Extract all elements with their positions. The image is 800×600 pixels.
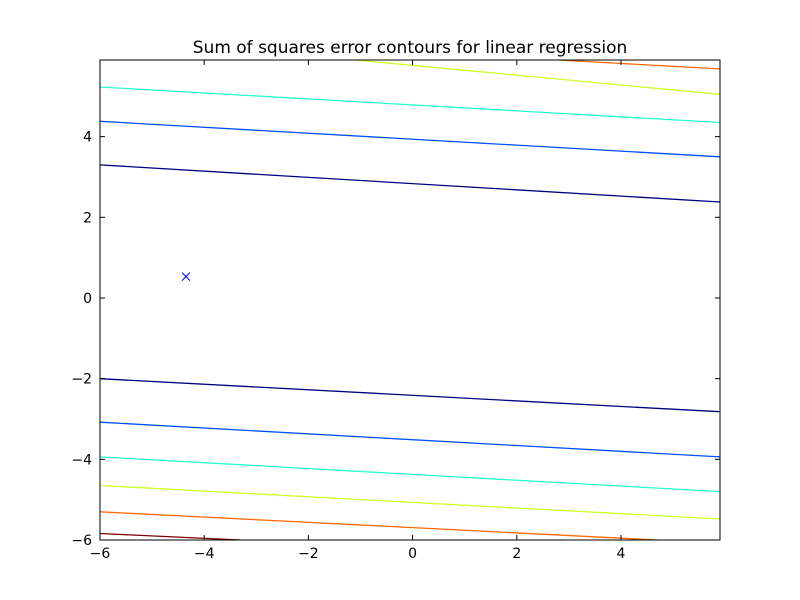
- y-tick-label: −2: [71, 372, 92, 388]
- minimum-marker: [181, 272, 191, 281]
- contour-line-1: [100, 164, 720, 203]
- y-tick-label: −6: [71, 533, 92, 549]
- x-tick-label: −6: [90, 546, 111, 562]
- contour-line-8: [100, 484, 720, 520]
- contour-line-11: [100, 532, 241, 540]
- axis-ticks: −6 −4 −2 0 2 4 −6 −4 −2 0 2 4: [71, 60, 720, 562]
- contour-line-7: [355, 60, 720, 95]
- plot-area: [100, 60, 720, 540]
- series-group: [100, 60, 720, 540]
- x-tick-label: −4: [194, 546, 215, 562]
- x-tick-label: 2: [512, 546, 521, 562]
- contour-line-9: [558, 60, 720, 70]
- contour-line-2: [100, 378, 720, 413]
- x-tick-label: −2: [298, 546, 319, 562]
- axes-frame: [99, 59, 721, 541]
- y-tick-label: 0: [83, 291, 92, 307]
- contour-line-3: [100, 120, 720, 158]
- y-tick-label: 4: [83, 130, 92, 146]
- y-tick-label: −4: [71, 452, 92, 468]
- x-tick-label: 0: [408, 546, 417, 562]
- contour-line-5: [100, 86, 720, 124]
- y-tick-label: 2: [83, 210, 92, 226]
- chart-title: Sum of squares error contours for linear…: [193, 38, 628, 58]
- contour-line-10: [100, 511, 658, 540]
- contour-line-4: [100, 421, 720, 458]
- contour-line-6: [100, 456, 720, 493]
- x-tick-label: 4: [617, 546, 626, 562]
